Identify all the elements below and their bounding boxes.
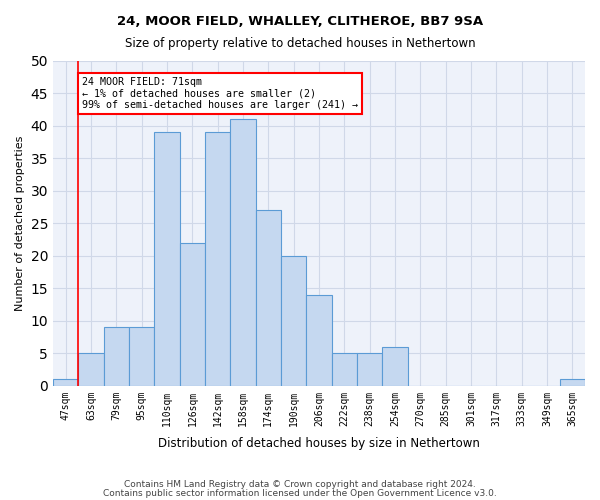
Bar [104, 327, 129, 386]
Bar [179, 242, 205, 386]
Bar [53, 380, 79, 386]
Bar [307, 294, 332, 386]
Bar [256, 210, 281, 386]
Text: Contains public sector information licensed under the Open Government Licence v3: Contains public sector information licen… [103, 488, 497, 498]
Text: 24 MOOR FIELD: 71sqm
← 1% of detached houses are smaller (2)
99% of semi-detache: 24 MOOR FIELD: 71sqm ← 1% of detached ho… [82, 77, 358, 110]
Bar [154, 132, 179, 386]
Bar [79, 353, 104, 386]
Y-axis label: Number of detached properties: Number of detached properties [15, 136, 25, 311]
Bar [205, 132, 230, 386]
Bar [357, 353, 382, 386]
Bar [560, 380, 585, 386]
Text: 24, MOOR FIELD, WHALLEY, CLITHEROE, BB7 9SA: 24, MOOR FIELD, WHALLEY, CLITHEROE, BB7 … [117, 15, 483, 28]
Text: Size of property relative to detached houses in Nethertown: Size of property relative to detached ho… [125, 38, 475, 51]
Bar [230, 119, 256, 386]
Bar [382, 346, 407, 386]
Bar [332, 353, 357, 386]
X-axis label: Distribution of detached houses by size in Nethertown: Distribution of detached houses by size … [158, 437, 480, 450]
Text: Contains HM Land Registry data © Crown copyright and database right 2024.: Contains HM Land Registry data © Crown c… [124, 480, 476, 489]
Bar [129, 327, 154, 386]
Bar [281, 256, 307, 386]
